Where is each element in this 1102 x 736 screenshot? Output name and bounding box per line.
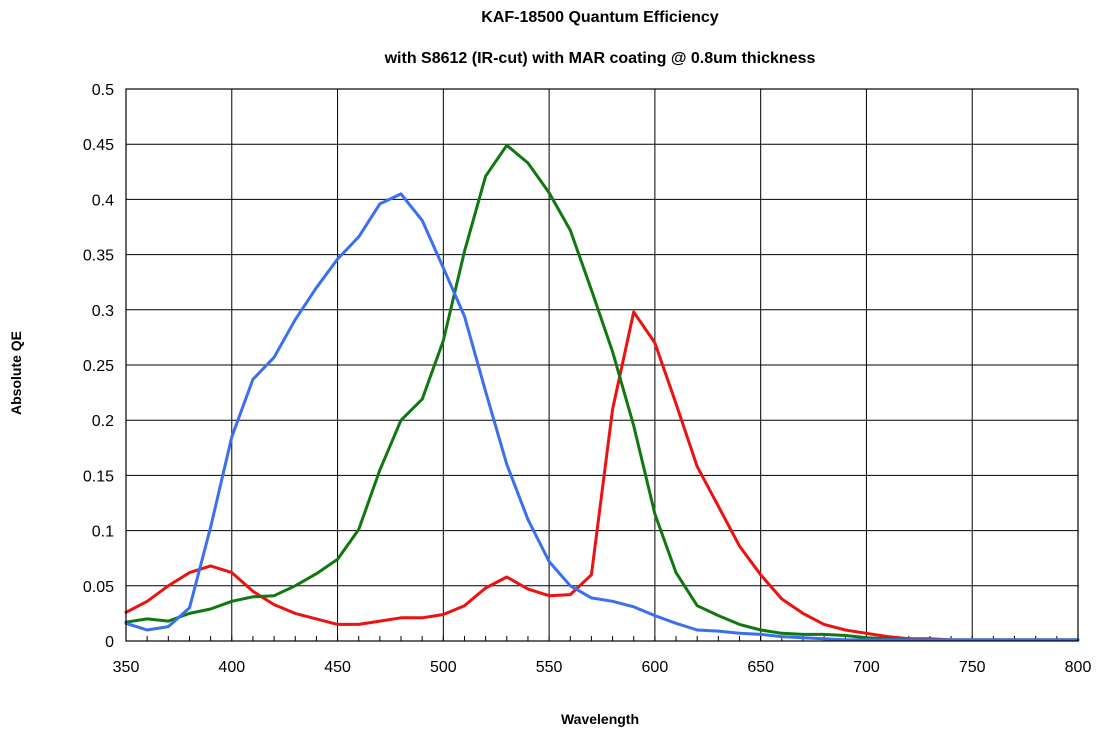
y-tick-label: 0.3: [92, 303, 114, 320]
tick-labels: 350 400 450 500 550 600 650 700 750 800 0 0.05 0.1 0.…: [83, 82, 1092, 676]
y-tick-label: 0.1: [92, 524, 114, 541]
series-line-0: [124, 310, 1080, 642]
y-tick-label: 0.35: [83, 248, 114, 265]
x-tick-label: 450: [324, 659, 351, 676]
y-tick-label: 0.5: [92, 82, 114, 99]
chart-subtitle: with S8612 (IR-cut) with MAR coating @ 0…: [384, 50, 816, 67]
x-tick-label: 650: [747, 659, 774, 676]
y-axis-label: Absolute QE: [8, 331, 24, 415]
y-tick-label: 0.15: [83, 468, 114, 485]
series-line-1: [124, 143, 1080, 642]
x-tick-label: 700: [853, 659, 880, 676]
y-tick-label: 0.25: [83, 358, 114, 375]
chart-title: KAF-18500 Quantum Efficiency: [481, 9, 719, 26]
x-tick-label: 750: [959, 659, 986, 676]
x-tick-label: 600: [642, 659, 669, 676]
x-tick-label: 800: [1065, 659, 1092, 676]
plot-frame: [125, 88, 1079, 642]
y-tick-label: 0: [105, 634, 114, 651]
series-line-2: [124, 192, 1080, 642]
x-tick-label: 350: [113, 659, 140, 676]
x-tick-label: 400: [218, 659, 245, 676]
y-tick-label: 0.4: [92, 192, 114, 209]
grid: [125, 88, 1079, 642]
series-lines: [124, 143, 1080, 642]
y-tick-label: 0.05: [83, 579, 114, 596]
x-tick-label: 550: [536, 659, 563, 676]
y-tick-label: 0.2: [92, 413, 114, 430]
x-axis-label: Wavelength: [561, 711, 639, 727]
y-tick-label: 0.45: [83, 137, 114, 154]
x-tick-label: 500: [430, 659, 457, 676]
